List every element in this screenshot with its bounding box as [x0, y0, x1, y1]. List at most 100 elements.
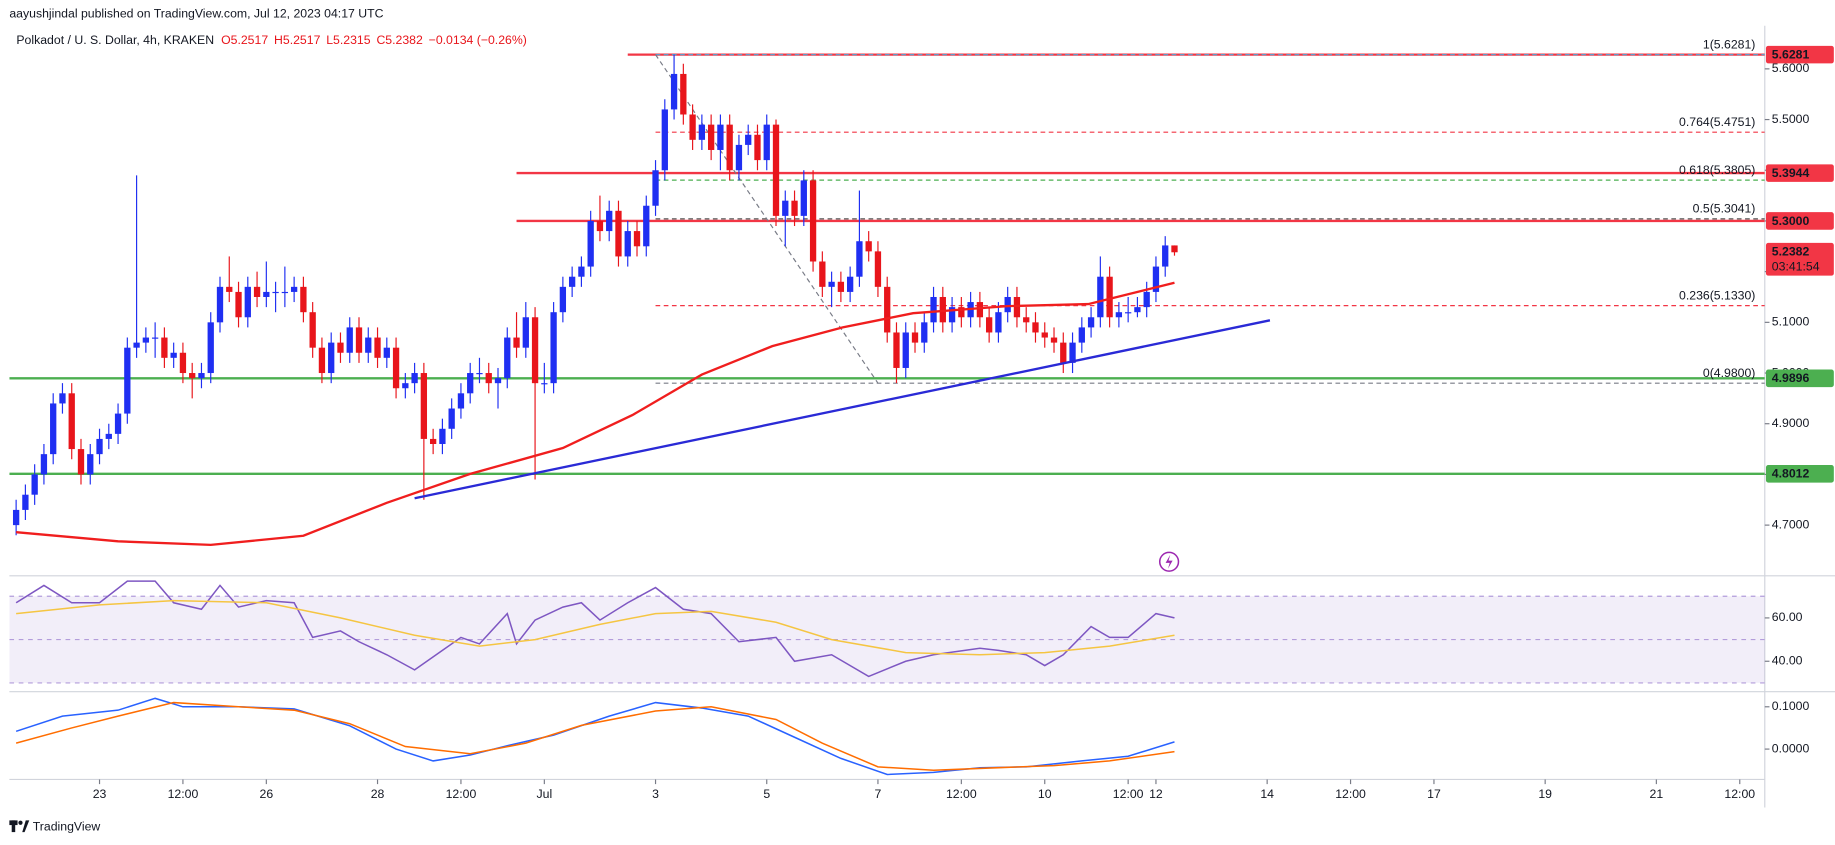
candle-body	[198, 373, 205, 379]
candle-body	[179, 352, 187, 374]
candle-body	[1162, 245, 1169, 267]
candle-body	[1087, 317, 1095, 328]
x-tick-label: Jul	[536, 787, 552, 801]
y-tick-label: 4.9000	[1772, 416, 1810, 430]
candle-body	[828, 281, 835, 287]
candle-body	[587, 220, 594, 267]
x-tick-label: 19	[1538, 787, 1552, 801]
candle-body	[50, 403, 57, 455]
candle-body	[87, 454, 94, 475]
candle-body	[819, 261, 826, 287]
fib-label: 0.764(5.4751)	[1679, 115, 1755, 129]
candle-body	[161, 337, 168, 358]
candle-body	[457, 393, 465, 409]
line-series	[15, 701, 1175, 771]
candle-body	[606, 210, 613, 232]
pane-body	[9, 580, 1765, 684]
candle-body	[439, 428, 446, 445]
candle-body	[1171, 245, 1178, 253]
candle-body	[300, 286, 307, 313]
x-tick-label: 5	[763, 787, 770, 801]
candle-body	[791, 200, 798, 216]
candle-body	[207, 322, 214, 374]
candle-body	[346, 327, 353, 353]
line-series	[16, 281, 1175, 547]
candle-body	[170, 352, 177, 358]
line-series	[414, 319, 1271, 500]
candle-body	[531, 317, 539, 384]
y-tick-label: 0.0000	[1772, 741, 1810, 755]
candle-body	[522, 317, 529, 348]
candle-body	[328, 342, 335, 374]
candle-body	[837, 281, 845, 292]
candle-body	[1106, 276, 1113, 318]
candle-body	[96, 438, 103, 455]
fib-label: 1(5.6281)	[1703, 38, 1756, 52]
x-tick-label: 12:00	[1335, 787, 1366, 801]
candle-body	[1032, 322, 1039, 333]
x-tick-label: 28	[371, 787, 385, 801]
pane: 1(5.6281) 0.764(5.4751) 0.618(5.3805) 0.5(5…	[9, 38, 1834, 547]
x-tick-label: 12:00	[1724, 787, 1755, 801]
x-tick-label: 23	[93, 787, 107, 801]
candle-body	[652, 170, 659, 206]
candle-body	[59, 393, 66, 404]
alert-icon[interactable]	[1158, 551, 1180, 572]
candle-body	[374, 337, 381, 358]
candle-body	[485, 373, 492, 384]
x-tick-label: 26	[260, 787, 274, 801]
candle-body	[541, 383, 548, 385]
symbol-line: Polkadot / U. S. Dollar, 4h, KRAKEN O5.25…	[16, 33, 526, 47]
y-tick-label: 4.7000	[1772, 517, 1810, 531]
candle-body	[856, 241, 863, 277]
candle-body	[1078, 327, 1085, 343]
price-label: 4.9896	[1772, 371, 1810, 385]
x-tick-label: 10	[1038, 787, 1052, 801]
candle-body	[467, 373, 474, 394]
candle-body	[893, 332, 900, 368]
candle-body	[615, 210, 622, 257]
candle-body	[948, 307, 956, 323]
x-tick-label: 12:00	[168, 787, 199, 801]
candle-body	[1013, 296, 1021, 318]
countdown: 03:41:54	[1772, 260, 1820, 274]
candle-body	[31, 474, 38, 495]
candle-body	[1115, 312, 1123, 318]
candle-body	[661, 109, 668, 171]
candle-body	[392, 347, 400, 389]
y-tick-label: 5.6000	[1772, 61, 1810, 75]
price-label: 5.3944	[1772, 166, 1810, 180]
candle-body	[809, 180, 817, 262]
candle-body	[1050, 337, 1058, 343]
x-tick-label: 12:00	[946, 787, 977, 801]
candle-body	[680, 73, 687, 115]
last-price-box	[1765, 242, 1834, 276]
price-label-box	[1765, 369, 1834, 388]
pane-body	[15, 697, 1175, 776]
candle-body	[1060, 342, 1067, 363]
candle-body	[596, 220, 604, 232]
close: C5.2382	[376, 33, 423, 47]
candle-body	[309, 312, 316, 348]
alert-icon-bolt	[1165, 554, 1173, 569]
candle-body	[411, 373, 418, 384]
last-price-label: 5.2382	[1772, 245, 1810, 259]
fib-label: 0.618(5.3805)	[1679, 163, 1755, 177]
x-tick-label: 3	[652, 787, 659, 801]
open: O5.2517	[221, 33, 268, 47]
candle-body	[226, 286, 233, 292]
brand: TradingView	[33, 820, 101, 834]
x-tick-label: 12:00	[446, 787, 477, 801]
candle-body	[930, 296, 937, 323]
candle-body	[772, 124, 780, 216]
candle-body	[800, 180, 807, 216]
candle-body	[1143, 291, 1150, 308]
price-label-box	[1765, 164, 1834, 182]
candle-body	[68, 393, 75, 450]
symbol: Polkadot / U. S. Dollar, 4h, KRAKEN	[16, 33, 214, 47]
candle-body	[383, 347, 390, 358]
price-label: 5.6281	[1772, 47, 1810, 61]
